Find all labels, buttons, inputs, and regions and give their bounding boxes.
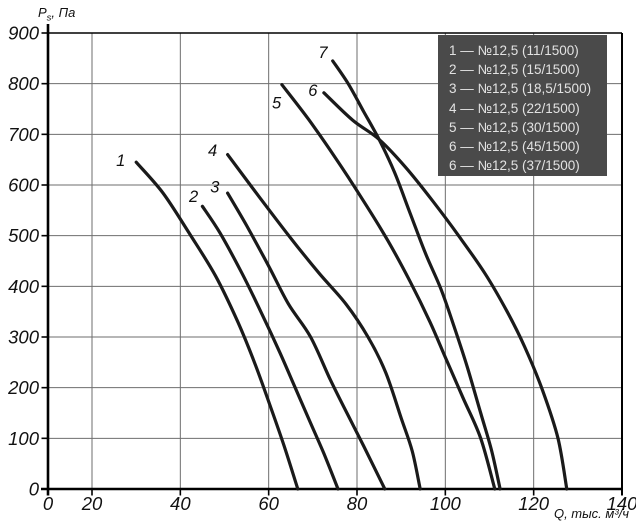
- legend-item-3: 3 — №12,5 (18,5/1500): [449, 81, 592, 97]
- x-tick-label-0: 0: [43, 493, 54, 514]
- legend-item-1: 1 — №12,5 (11/1500): [449, 43, 579, 58]
- curve-label-6: 6: [308, 82, 318, 100]
- legend: 1 — №12,5 (11/1500) 2 — №12,5 (15/1500) …: [438, 35, 607, 176]
- y-tick-label-300: 300: [8, 327, 40, 348]
- x-axis-title: Q, тыс. м³/ч: [553, 506, 629, 521]
- y-tick-label-0: 0: [29, 479, 40, 500]
- x-tick-label-140: 140: [607, 493, 636, 514]
- y-axis-title: Ps, Па: [38, 5, 75, 24]
- y-tick-label-100: 100: [8, 428, 40, 449]
- legend-item-2: 2 — №12,5 (15/1500): [449, 62, 580, 78]
- curve-label-1: 1: [116, 152, 125, 170]
- legend-item-7: 6 — №12,5 (37/1500): [449, 158, 580, 174]
- y-tick-label-500: 500: [8, 225, 40, 246]
- y-tick-label-400: 400: [8, 276, 40, 297]
- y-axis-subscript: s: [46, 12, 52, 24]
- curve-label-4: 4: [208, 142, 217, 160]
- x-tick-label-20: 20: [81, 493, 103, 514]
- x-tick-label-60: 60: [258, 493, 279, 514]
- y-axis-unit: , Па: [51, 5, 76, 20]
- curve-label-3: 3: [210, 179, 220, 197]
- legend-item-6: 6 — №12,5 (45/1500): [449, 138, 580, 154]
- x-tick-label-80: 80: [347, 493, 368, 514]
- x-tick-label-100: 100: [430, 493, 462, 514]
- curve-label-7: 7: [318, 44, 328, 62]
- curve-4: [226, 153, 422, 491]
- curve-label-5: 5: [272, 94, 282, 112]
- legend-item-4: 4 — №12,5 (22/1500): [449, 100, 580, 116]
- y-tick-label-200: 200: [7, 377, 40, 398]
- y-axis-symbol: P: [38, 5, 47, 20]
- x-tick-label-120: 120: [518, 493, 550, 514]
- legend-item-5: 5 — №12,5 (30/1500): [449, 119, 580, 135]
- curve-5: [280, 83, 497, 491]
- x-tick-label-40: 40: [170, 493, 191, 514]
- curve-7: [331, 59, 502, 491]
- curve-label-2: 2: [188, 188, 198, 206]
- y-tick-label-900: 900: [8, 23, 40, 44]
- curve-1: [134, 160, 300, 491]
- curve-3: [226, 191, 387, 491]
- y-tick-label-700: 700: [8, 124, 40, 145]
- y-tick-label-600: 600: [8, 175, 40, 196]
- y-tick-label-800: 800: [8, 73, 40, 94]
- curve-2: [200, 204, 340, 491]
